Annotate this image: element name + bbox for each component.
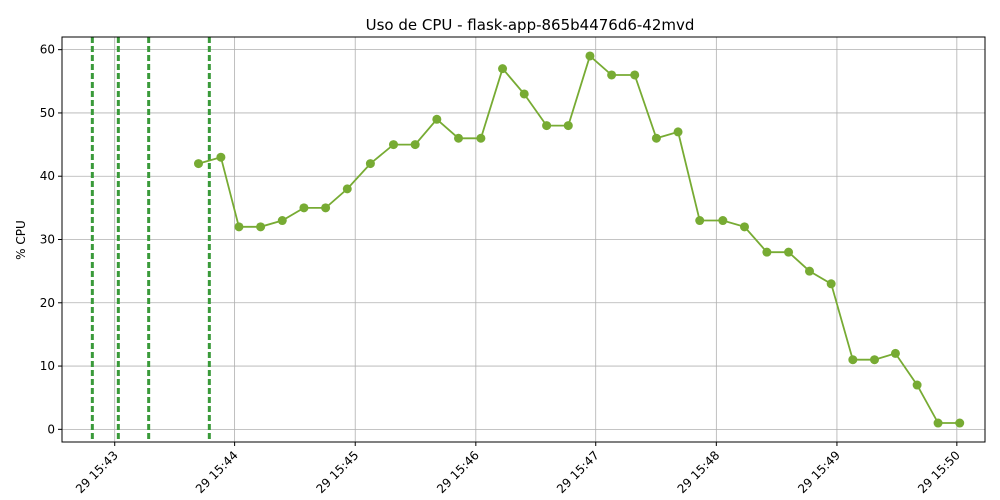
y-tick-label: 50	[40, 106, 55, 120]
data-point	[762, 247, 772, 257]
x-tick-label: 29 15:46	[434, 448, 482, 496]
data-point	[389, 140, 398, 150]
data-point	[498, 64, 508, 74]
chart-title: Uso de CPU - flask-app-865b4476d6-42mvd	[366, 16, 695, 34]
data-point	[870, 355, 879, 365]
y-tick-label: 40	[40, 169, 55, 183]
data-point	[299, 203, 309, 213]
x-tick-label: 29 15:47	[554, 448, 602, 496]
data-point	[630, 70, 640, 80]
x-tick-label: 29 15:44	[193, 448, 241, 496]
x-axis: 29 15:43 29 15:44 29 15:45 29 15:46 29 15:47…	[73, 442, 963, 496]
data-point	[216, 152, 226, 162]
data-point	[432, 114, 442, 124]
data-point	[673, 127, 683, 137]
data-point	[277, 216, 287, 226]
data-point	[805, 266, 814, 276]
data-point	[256, 222, 266, 232]
cpu-series	[194, 51, 965, 428]
y-tick-label: 10	[40, 359, 55, 373]
y-tick-label: 0	[47, 422, 55, 436]
data-point	[476, 133, 486, 143]
data-point	[342, 184, 352, 194]
data-point	[194, 159, 203, 169]
data-point	[826, 279, 836, 289]
data-point	[563, 121, 573, 131]
grid	[62, 37, 985, 442]
data-point	[321, 203, 331, 213]
data-point	[718, 216, 728, 226]
data-point	[933, 418, 943, 428]
data-point	[784, 247, 794, 257]
data-point	[651, 133, 661, 143]
data-point	[454, 133, 463, 143]
data-point	[519, 89, 529, 99]
data-point	[955, 418, 965, 428]
data-point	[234, 222, 244, 232]
event-markers	[90, 37, 211, 442]
y-tick-label: 20	[40, 296, 55, 310]
y-axis: 0 10 20 30 40 50 60	[40, 43, 62, 436]
x-tick-label: 29 15:45	[313, 448, 361, 496]
data-point	[890, 348, 900, 358]
x-tick-label: 29 15:50	[915, 448, 963, 496]
data-point	[695, 216, 705, 226]
data-point	[365, 159, 375, 169]
y-axis-label: % CPU	[14, 220, 28, 260]
data-point	[585, 51, 595, 61]
x-tick-label: 29 15:49	[795, 448, 843, 496]
data-point	[740, 222, 749, 232]
x-tick-label: 29 15:43	[73, 448, 121, 496]
x-tick-label: 29 15:48	[675, 448, 723, 496]
y-tick-label: 60	[40, 43, 55, 57]
data-point	[542, 121, 552, 131]
data-point	[607, 70, 617, 80]
y-tick-label: 30	[40, 233, 55, 247]
data-point	[848, 355, 858, 365]
data-point	[912, 380, 922, 390]
data-point	[410, 140, 420, 150]
